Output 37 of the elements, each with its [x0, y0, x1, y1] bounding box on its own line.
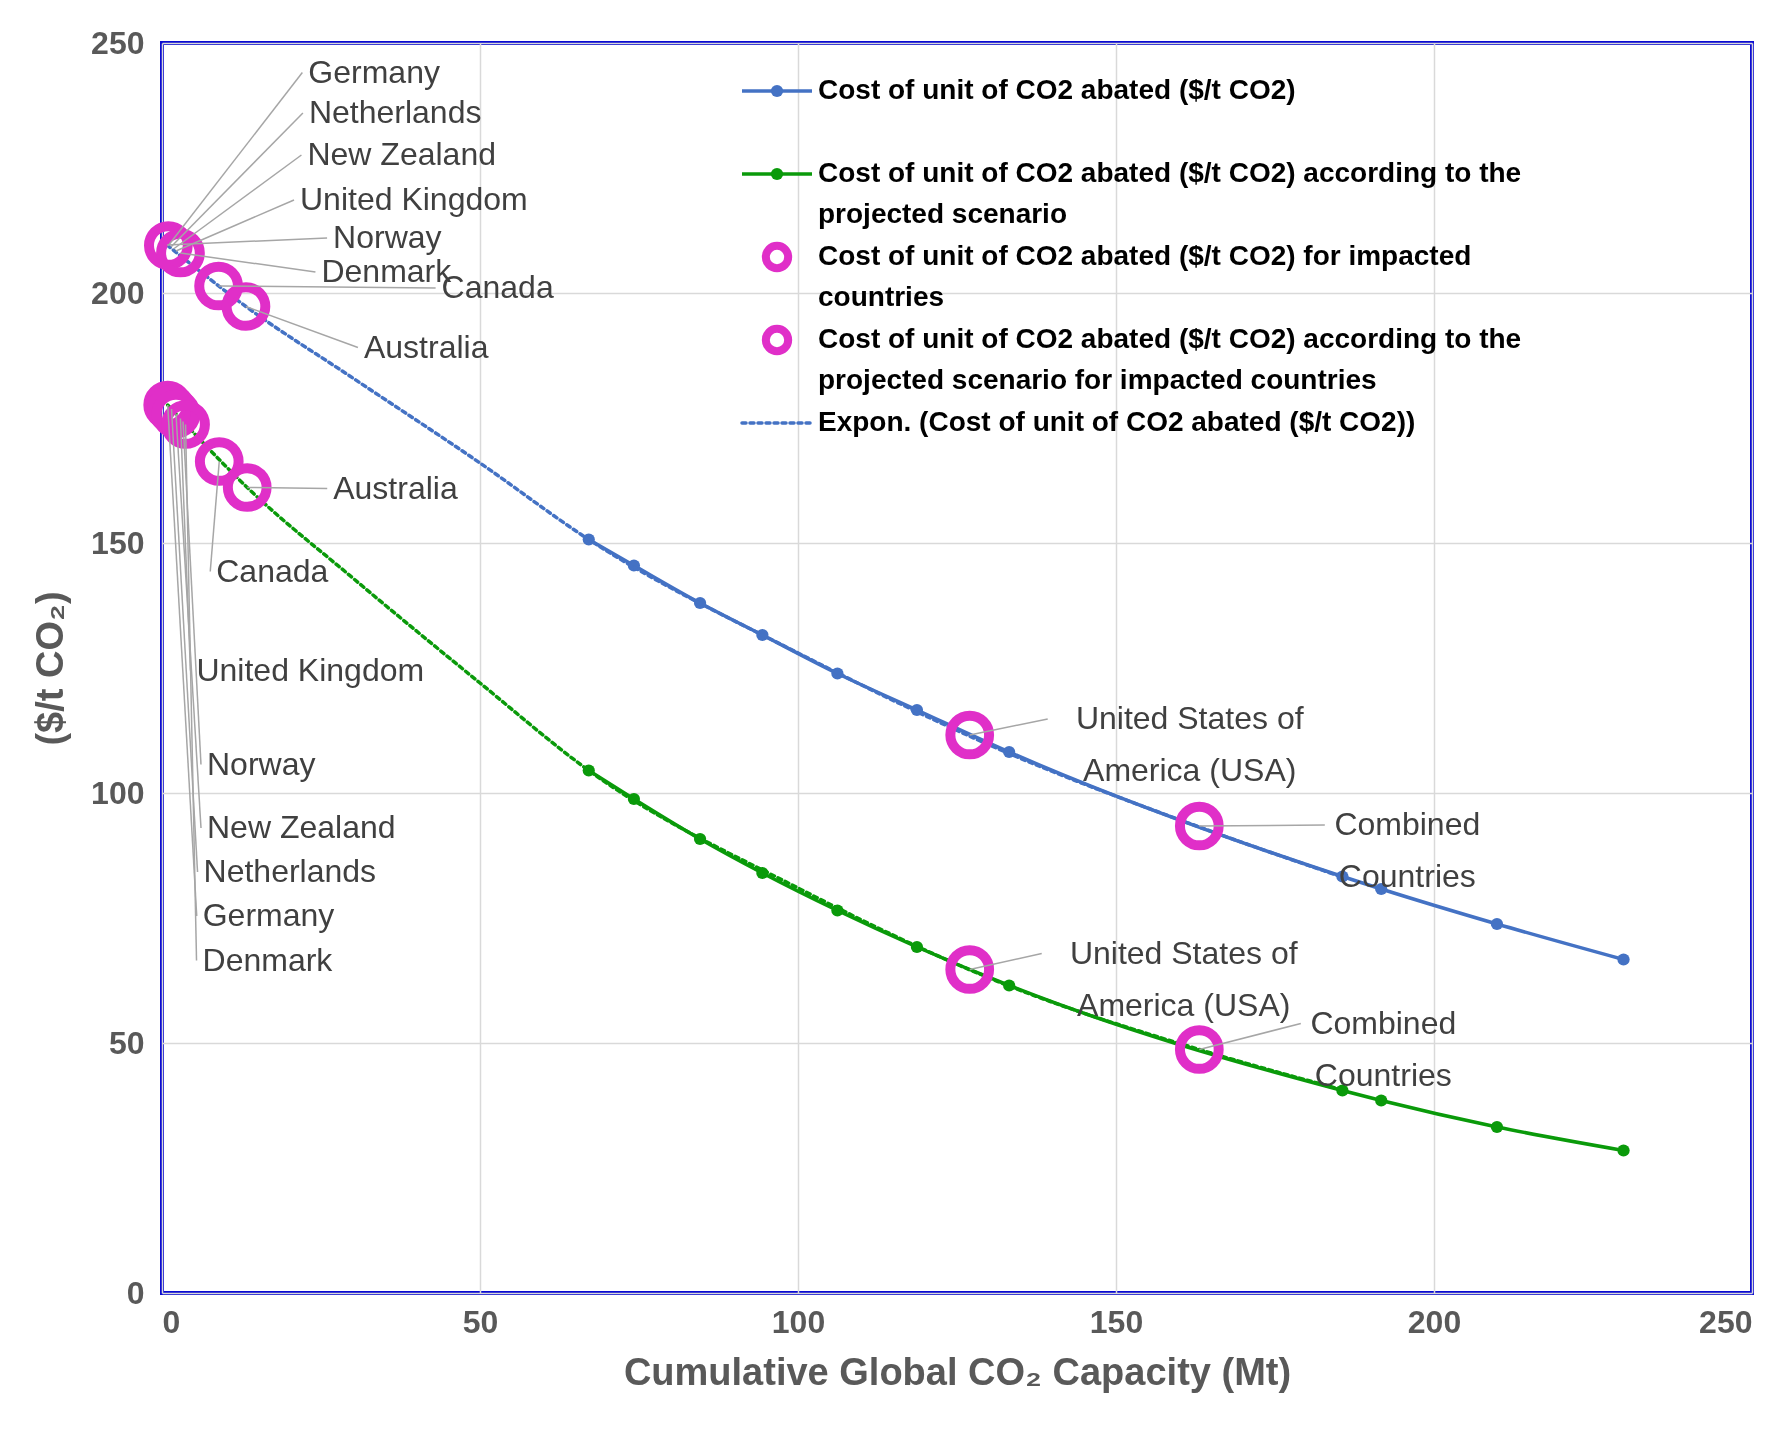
- y-axis-title: ($/t CO₂): [29, 591, 72, 746]
- annotation: Norway: [333, 219, 442, 255]
- annotation: Germany: [308, 53, 440, 90]
- annotation: United Kingdom: [299, 181, 528, 217]
- annotation: Denmark: [202, 941, 334, 978]
- x-axis-title: Cumulative Global CO₂ Capacity (Mt): [623, 1350, 1292, 1393]
- y-tick-label: 100: [91, 774, 145, 811]
- legend-label: Cost of unit of CO2 abated ($/t CO2) for impacted countries: [818, 240, 1472, 312]
- annotation: Combined Countries: [1334, 806, 1481, 894]
- annotation: Australia: [363, 328, 489, 365]
- annotation: Netherlands: [308, 94, 482, 130]
- annotation: United States of America (USA): [1069, 934, 1298, 1023]
- y-tick-label: 150: [91, 524, 145, 561]
- legend-label: Cost of unit of CO2 abated ($/t CO2): [818, 74, 1296, 105]
- y-tick-label: 200: [91, 274, 145, 311]
- annotation: United Kingdom: [196, 651, 425, 688]
- legend-label: Cost of unit of CO2 abated ($/t CO2) according to the projected scenario: [818, 157, 1522, 229]
- annotation: New Zealand: [307, 136, 496, 172]
- x-tick-label: 150: [1089, 1303, 1144, 1340]
- x-tick-label: 200: [1407, 1303, 1462, 1340]
- annotation: Canada: [216, 552, 329, 589]
- annotation: Norway: [206, 745, 316, 782]
- annotation: Australia: [333, 469, 458, 506]
- annotation: United States of America (USA): [1075, 700, 1304, 788]
- y-tick-label: 250: [91, 24, 145, 61]
- x-tick-label: 50: [462, 1303, 499, 1340]
- legend-label: Cost of unit of CO2 abated ($/t CO2) according to the projected scenario for impacted countries: [818, 323, 1522, 395]
- y-tick-label: 0: [126, 1274, 145, 1311]
- y-tick-label: 50: [108, 1024, 145, 1061]
- x-tick-label: 250: [1699, 1303, 1753, 1340]
- x-tick-label: 100: [771, 1303, 826, 1340]
- annotation: Combined Countries: [1310, 1004, 1457, 1093]
- annotation: Netherlands: [203, 853, 377, 889]
- x-tick-label: 0: [162, 1303, 181, 1340]
- annotation: New Zealand: [206, 809, 396, 845]
- annotation: Germany: [202, 897, 335, 933]
- legend-label: Expon. (Cost of unit of CO2 abated ($/t CO2)): [818, 406, 1416, 437]
